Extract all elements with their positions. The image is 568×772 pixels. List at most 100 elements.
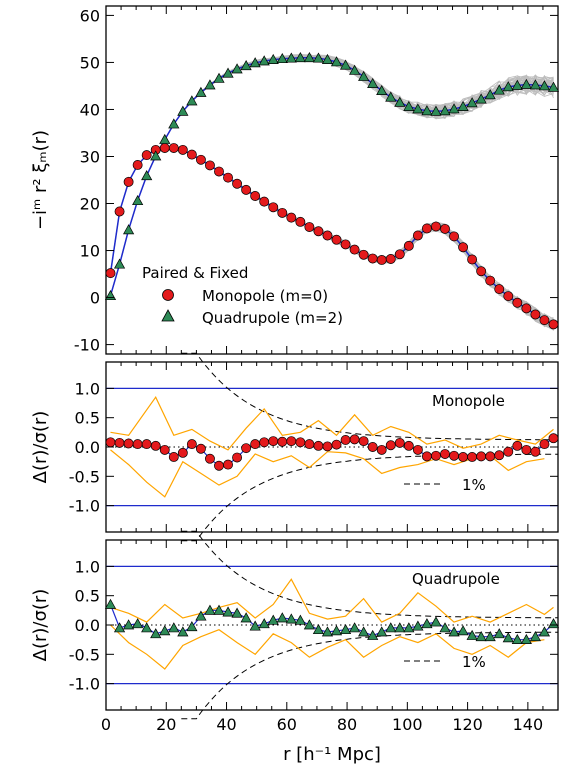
- quadrupole-point: [104, 289, 117, 301]
- bottom-1pct-upper-curve: [181, 530, 559, 619]
- legend-monopole-marker: [162, 289, 174, 301]
- monopole-point: [132, 160, 143, 170]
- quadrupole-point: [385, 91, 397, 102]
- bottom-xtick-label: 100: [392, 715, 423, 734]
- bottom-point: [240, 612, 252, 623]
- middle-point: [440, 449, 450, 459]
- quadrupole-point: [529, 79, 541, 90]
- bottom-point: [150, 628, 162, 639]
- middle-point: [277, 436, 288, 447]
- quadrupole-point: [439, 105, 451, 116]
- bottom-point: [493, 628, 505, 639]
- top-ytick-label: 0: [90, 289, 100, 308]
- bottom-ytick-label: 1.0: [75, 557, 100, 576]
- bottom-ytick-label: -0.5: [69, 645, 100, 664]
- bottom-xtick-label: 80: [337, 715, 357, 734]
- middle-point: [358, 436, 369, 447]
- quadrupole-point: [448, 103, 460, 114]
- middle-1pct-label: 1%: [462, 476, 486, 494]
- middle-point: [503, 446, 514, 457]
- middle-1pct-upper-curve: [181, 352, 559, 441]
- bottom-point: [466, 629, 478, 640]
- quadrupole-point: [249, 57, 261, 68]
- middle-point: [114, 437, 125, 448]
- top-ytick-label: 50: [80, 53, 100, 72]
- monopole-point: [521, 303, 532, 314]
- middle-point: [421, 451, 432, 462]
- monopole-point: [259, 196, 270, 207]
- legend-monopole-label: Monopole (m=0): [202, 287, 328, 305]
- bottom-xtick-label: 40: [216, 715, 236, 734]
- middle-point: [241, 443, 252, 454]
- middle-point: [512, 440, 523, 451]
- quadrupole-point: [177, 105, 189, 116]
- bottom-point: [421, 618, 433, 629]
- middle-panel: 1.0 0.5 0.0 -0.5 -1.0: [69, 352, 559, 542]
- middle-point: [286, 436, 297, 447]
- bottom-point: [475, 631, 487, 642]
- middle-point: [494, 450, 505, 461]
- middle-point: [177, 447, 188, 458]
- quadrupole-point: [502, 81, 514, 92]
- middle-point: [403, 440, 414, 451]
- middle-point: [214, 460, 224, 471]
- quadrupole-point: [141, 170, 153, 181]
- middle-point: [168, 452, 179, 462]
- monopole-point: [232, 178, 243, 189]
- bottom-xtick-label: 0: [101, 715, 111, 734]
- monopole-point: [376, 254, 387, 265]
- bottom-panel: 0 20 40 60 80 100 120 140 1.0 0.5 0.0 -0.5 -1.0: [69, 530, 560, 734]
- top-ytick-label: 40: [80, 100, 100, 119]
- monopole-point: [177, 144, 188, 155]
- middle-point: [223, 459, 233, 470]
- monopole-point: [421, 223, 432, 234]
- middle-point: [295, 437, 306, 448]
- quadrupole-point: [285, 52, 297, 63]
- quadrupole-point: [195, 86, 207, 97]
- monopole-point: [539, 315, 550, 326]
- bottom-point: [339, 623, 352, 635]
- bottom-ytick-label: -1.0: [69, 675, 100, 694]
- monopole-point: [503, 291, 514, 302]
- quadrupole-point: [466, 97, 478, 108]
- quadrupole-point: [403, 100, 415, 111]
- realization-line: [110, 53, 554, 296]
- quadrupole-point: [113, 258, 126, 269]
- realization-line: [110, 53, 554, 296]
- middle-point: [159, 444, 170, 455]
- quadrupole-point: [412, 103, 424, 114]
- bottom-point: [430, 616, 442, 627]
- realization-line: [110, 54, 554, 296]
- bottom-y-axis-label: Δ(r)/σ(r): [30, 589, 51, 662]
- realization-line: [110, 54, 554, 296]
- bottom-point: [104, 598, 117, 609]
- realization-line: [110, 53, 554, 296]
- bottom-point: [457, 625, 469, 636]
- x-axis-label: r [h⁻¹ Mpc]: [283, 744, 381, 765]
- bottom-point: [394, 622, 406, 633]
- quadrupole-point: [204, 79, 216, 90]
- monopole-point: [458, 242, 469, 253]
- quadrupole-point: [493, 84, 505, 95]
- bottom-point: [349, 622, 361, 633]
- middle-point: [186, 439, 197, 450]
- bottom-point: [258, 618, 270, 629]
- quadrupole-point: [430, 105, 442, 116]
- monopole-point: [440, 223, 450, 234]
- bottom-point: [285, 613, 297, 624]
- quadrupole-point: [213, 72, 225, 83]
- bottom-xtick-label: 120: [452, 715, 483, 734]
- monopole-point: [141, 150, 152, 161]
- middle-point: [349, 434, 360, 445]
- bottom-point: [403, 622, 415, 633]
- monopole-point: [403, 240, 414, 251]
- middle-point: [105, 437, 116, 448]
- monopole-point: [358, 249, 369, 260]
- bottom-point: [141, 622, 153, 633]
- bottom-point: [303, 619, 315, 630]
- monopole-point: [205, 160, 215, 171]
- middle-point: [476, 451, 487, 462]
- middle-point: [340, 435, 351, 445]
- middle-point: [205, 453, 215, 464]
- middle-point: [539, 439, 550, 450]
